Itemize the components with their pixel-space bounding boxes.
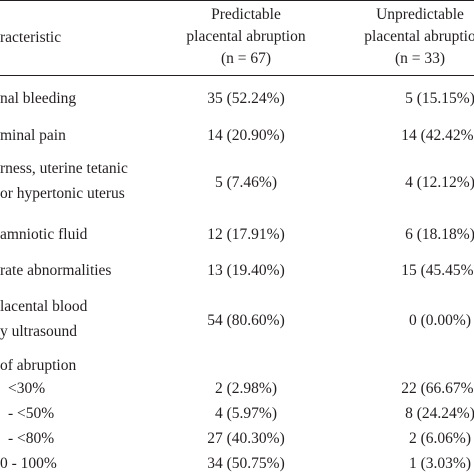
row-label: 0 - 100%: [0, 455, 57, 472]
row-predictable-value: 14 (20.90%): [207, 127, 285, 144]
row-unpredictable-value: 8 (24.24%): [405, 405, 474, 422]
header-unpredictable: Unpredictable placental abruptio (n = 33…: [340, 4, 474, 70]
row-label-line1: lacental blood: [0, 298, 88, 315]
row-label-line2: or hypertonic uterus: [0, 185, 125, 202]
row-label-line1: rness, uterine tetanic: [0, 160, 128, 177]
row-label: - <80%: [8, 430, 55, 447]
row-predictable-value: 35 (52.24%): [207, 90, 285, 107]
header-predictable-line3: (n = 67): [220, 50, 272, 67]
header-characteristic: racteristic: [0, 29, 62, 46]
row-unpredictable-value: 6 (18.18%): [405, 226, 474, 243]
row-predictable-value: 34 (50.75%): [207, 455, 285, 472]
row-predictable-value: 2 (2.98%): [215, 380, 277, 397]
row-unpredictable-value: 5 (15.15%): [405, 90, 474, 107]
top-rule: [0, 0, 474, 1]
row-label: - <50%: [8, 405, 55, 422]
row-predictable-value: 5 (7.46%): [215, 174, 277, 191]
row-label: rate abnormalities: [0, 262, 112, 279]
header-unpredictable-line3: (n = 33): [394, 50, 446, 67]
header-unpredictable-line1: Unpredictable: [376, 6, 464, 23]
row-label: nal bleeding: [0, 90, 77, 107]
row-unpredictable-value: 22 (66.67%): [401, 380, 474, 397]
header-predictable: Predictable placental abruption (n = 67): [165, 4, 327, 70]
row-predictable-value: 4 (5.97%): [215, 405, 277, 422]
row-predictable-value: 13 (19.40%): [207, 262, 285, 279]
row-predictable-value: 12 (17.91%): [207, 226, 285, 243]
row-unpredictable-value: 0 (0.00%): [409, 312, 471, 329]
row-unpredictable-value: 2 (6.06%): [409, 430, 471, 447]
row-label: minal pain: [0, 127, 66, 144]
row-label-line2: y ultrasound: [0, 323, 78, 340]
row-label: <30%: [8, 380, 46, 397]
section-label: of abruption: [0, 357, 77, 374]
row-predictable-value: 27 (40.30%): [207, 430, 285, 447]
row-predictable-value: 54 (80.60%): [207, 312, 285, 329]
row-unpredictable-value: 15 (45.45%): [401, 262, 474, 279]
header-predictable-line2: placental abruption: [186, 28, 306, 45]
header-unpredictable-line2: placental abruptio: [364, 28, 474, 45]
header-predictable-line1: Predictable: [211, 6, 281, 23]
header-rule: [0, 75, 474, 76]
row-unpredictable-value: 4 (12.12%): [405, 174, 474, 191]
row-label: amniotic fluid: [0, 226, 88, 243]
row-unpredictable-value: 14 (42.42%): [401, 127, 474, 144]
row-unpredictable-value: 1 (3.03%): [409, 455, 471, 472]
